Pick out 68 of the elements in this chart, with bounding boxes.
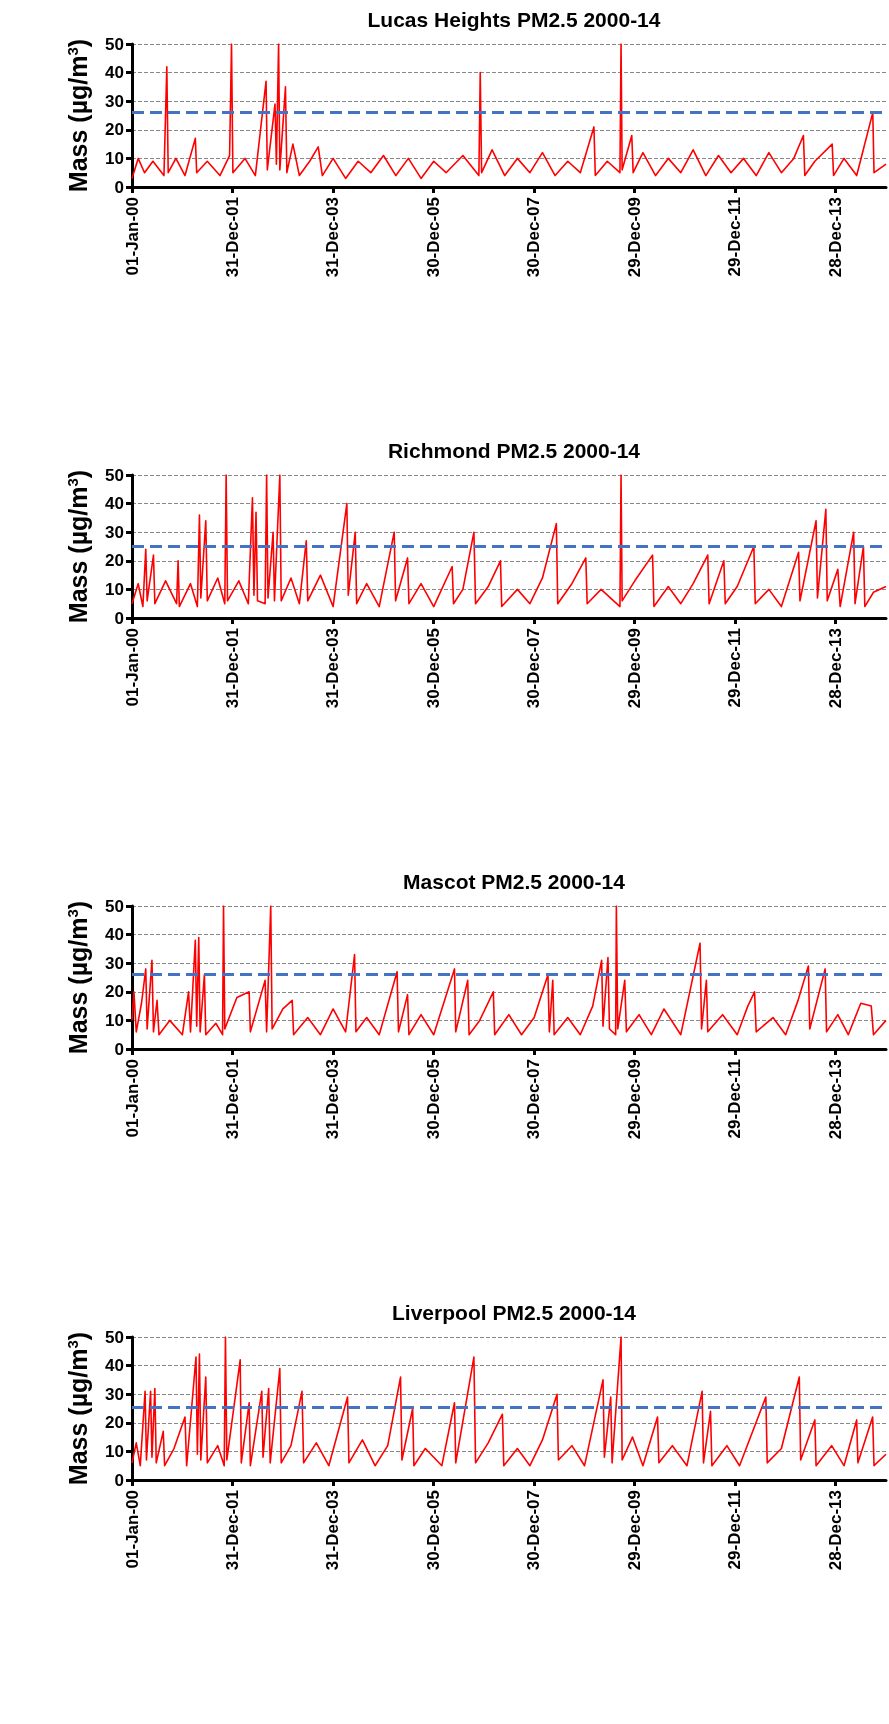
y-tick-label: 50 xyxy=(105,34,124,54)
x-tick-label: 01-Jan-00 xyxy=(122,1490,142,1569)
line-series xyxy=(131,43,887,180)
y-tick-label: 50 xyxy=(105,896,124,916)
chart-title: Mascot PM2.5 2000-14 xyxy=(403,870,626,893)
y-tick-label: 10 xyxy=(105,579,124,599)
y-axis-title: Mass (µg/m3) xyxy=(63,469,92,624)
x-tick-label: 31-Dec-01 xyxy=(222,628,242,709)
y-tick-label: 30 xyxy=(105,91,124,111)
line-series xyxy=(131,1336,887,1467)
y-tick-label: 20 xyxy=(105,120,124,140)
x-tick-label: 30-Dec-05 xyxy=(423,197,443,278)
y-tick-label: 30 xyxy=(105,953,124,973)
y-tick-label: 50 xyxy=(105,465,124,485)
x-tick-label: 30-Dec-07 xyxy=(524,628,544,709)
x-tick-label: 28-Dec-13 xyxy=(825,628,845,709)
chart-title: Richmond PM2.5 2000-14 xyxy=(387,439,641,462)
x-tick-label: 29-Dec-09 xyxy=(624,197,644,278)
y-tick-label: 40 xyxy=(105,63,124,83)
x-tick-label: 01-Jan-00 xyxy=(122,1059,142,1138)
x-tick-label: 28-Dec-13 xyxy=(825,197,845,278)
x-tick-label: 31-Dec-03 xyxy=(323,197,343,278)
x-tick-label: 31-Dec-01 xyxy=(222,1490,242,1571)
x-tick-label: 01-Jan-00 xyxy=(122,628,142,707)
chart-title: Liverpool PM2.5 2000-14 xyxy=(392,1301,637,1324)
y-tick-label: 30 xyxy=(105,1384,124,1404)
line-series xyxy=(131,905,887,1036)
x-tick-label: 30-Dec-07 xyxy=(524,1490,544,1571)
x-tick-label: 29-Dec-11 xyxy=(725,628,745,708)
y-tick-label: 30 xyxy=(105,522,124,542)
y-tick-label: 10 xyxy=(105,1441,124,1461)
y-tick-label: 40 xyxy=(105,1356,124,1376)
line-series xyxy=(131,474,887,608)
y-tick-label: 10 xyxy=(105,1010,124,1030)
x-tick-label: 30-Dec-07 xyxy=(524,1059,544,1140)
y-tick-label: 40 xyxy=(105,925,124,945)
x-tick-label: 29-Dec-09 xyxy=(624,628,644,709)
x-tick-label: 28-Dec-13 xyxy=(825,1059,845,1140)
x-tick-label: 31-Dec-03 xyxy=(323,1059,343,1140)
y-axis-title: Mass (µg/m3) xyxy=(63,900,92,1055)
x-tick-label: 29-Dec-11 xyxy=(725,197,745,277)
y-tick-label: 0 xyxy=(114,177,124,197)
x-tick-label: 31-Dec-03 xyxy=(323,1490,343,1571)
y-tick-label: 0 xyxy=(114,608,124,628)
y-tick-label: 20 xyxy=(105,982,124,1002)
y-tick-label: 0 xyxy=(114,1470,124,1490)
x-tick-label: 28-Dec-13 xyxy=(825,1490,845,1571)
x-tick-label: 30-Dec-07 xyxy=(524,197,544,278)
y-axis-title: Mass (µg/m3) xyxy=(63,1331,92,1486)
x-tick-label: 30-Dec-05 xyxy=(423,1059,443,1140)
x-tick-label: 31-Dec-01 xyxy=(222,197,242,278)
x-tick-label: 31-Dec-03 xyxy=(323,628,343,709)
y-axis-title: Mass (µg/m3) xyxy=(63,38,92,193)
x-tick-label: 30-Dec-05 xyxy=(423,628,443,709)
y-tick-label: 50 xyxy=(105,1327,124,1347)
x-tick-label: 29-Dec-11 xyxy=(725,1059,745,1139)
x-tick-label: 29-Dec-09 xyxy=(624,1059,644,1140)
x-tick-label: 30-Dec-05 xyxy=(423,1490,443,1571)
y-tick-label: 20 xyxy=(105,1413,124,1433)
y-tick-label: 20 xyxy=(105,551,124,571)
chart-title: Lucas Heights PM2.5 2000-14 xyxy=(367,8,661,31)
y-tick-label: 0 xyxy=(114,1039,124,1059)
y-tick-label: 40 xyxy=(105,494,124,514)
x-tick-label: 29-Dec-11 xyxy=(725,1490,745,1570)
x-tick-label: 01-Jan-00 xyxy=(122,197,142,276)
x-tick-label: 29-Dec-09 xyxy=(624,1490,644,1571)
y-tick-label: 10 xyxy=(105,148,124,168)
x-tick-label: 31-Dec-01 xyxy=(222,1059,242,1140)
